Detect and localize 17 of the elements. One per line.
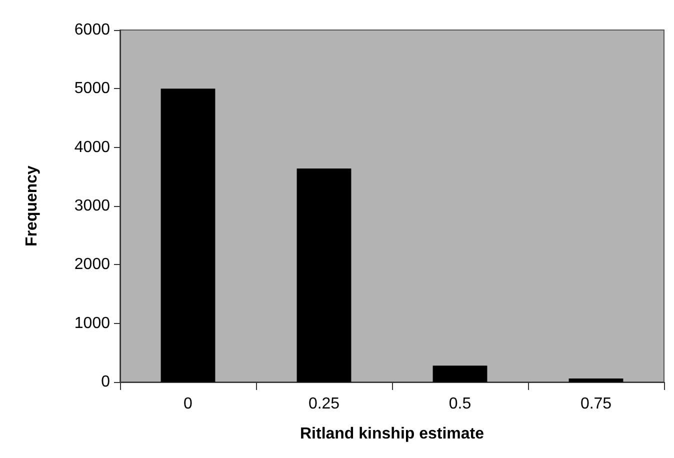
bar xyxy=(160,88,216,382)
y-tick-label: 2000 xyxy=(74,256,110,274)
y-tick-label: 6000 xyxy=(74,22,110,38)
bar xyxy=(568,378,624,382)
bar xyxy=(296,168,352,382)
x-axis-title: Ritland kinship estimate xyxy=(300,426,484,442)
y-tick-label: 5000 xyxy=(74,80,110,98)
y-tick-label: 1000 xyxy=(74,314,110,332)
y-tick-label: 0 xyxy=(101,374,110,390)
y-tick-label: 3000 xyxy=(74,198,110,214)
x-tick-label: 0 xyxy=(184,396,193,412)
x-tick-label: 0.5 xyxy=(448,396,472,412)
y-axis-title: Frequency xyxy=(24,165,40,246)
bar xyxy=(432,366,488,382)
x-tick-label: 0.25 xyxy=(308,396,340,412)
x-tick-label: 0.75 xyxy=(580,396,612,412)
y-tick-label: 4000 xyxy=(74,138,110,156)
